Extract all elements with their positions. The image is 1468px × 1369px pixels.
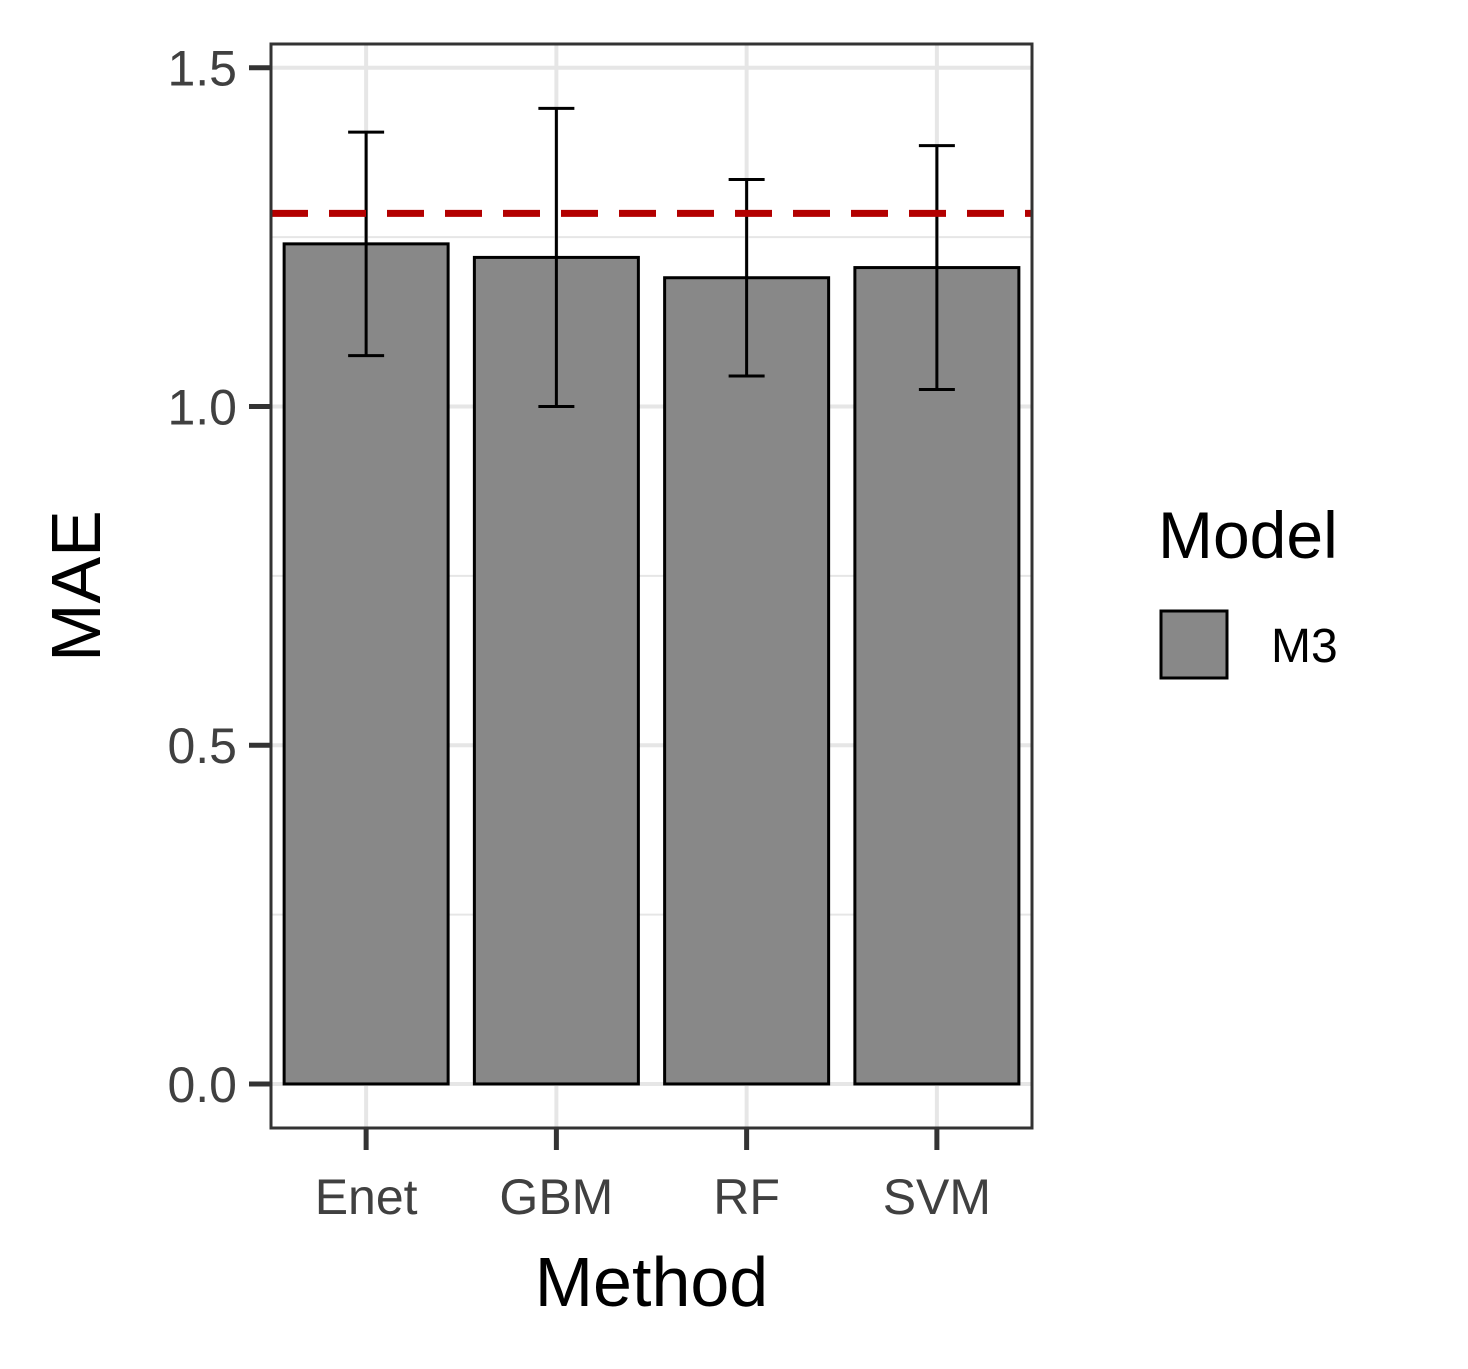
y-axis: 0.0 0.5 1.0 1.5 [167, 41, 271, 1113]
bars [282, 242, 1021, 1086]
y-tick-label: 1.0 [167, 379, 237, 435]
y-axis-title: MAE [37, 510, 115, 662]
x-tick-label: SVM [883, 1169, 991, 1225]
error-bar-svm [918, 144, 955, 392]
legend: Model M3 [1158, 498, 1338, 680]
legend-key-m3 [1159, 609, 1229, 680]
bar-svm [853, 266, 1021, 1086]
x-tick-label: GBM [499, 1169, 613, 1225]
y-tick-label: 0.5 [167, 718, 237, 774]
panel-border [269, 42, 1034, 1130]
x-axis-title: Method [535, 1243, 768, 1321]
legend-label-m3: M3 [1271, 620, 1338, 673]
error-bar-gbm [538, 106, 575, 408]
bar-rf [663, 276, 831, 1086]
legend-title: Model [1158, 498, 1338, 572]
x-tick-label: RF [713, 1169, 780, 1225]
error-bar-enet [348, 130, 385, 358]
x-tick-label: Enet [315, 1169, 418, 1225]
bar-enet [282, 242, 450, 1086]
y-tick-label: 0.0 [167, 1057, 237, 1113]
error-bars [348, 106, 955, 408]
x-axis: Enet GBM RF SVM [315, 1128, 991, 1225]
y-tick-label: 1.5 [167, 41, 237, 97]
